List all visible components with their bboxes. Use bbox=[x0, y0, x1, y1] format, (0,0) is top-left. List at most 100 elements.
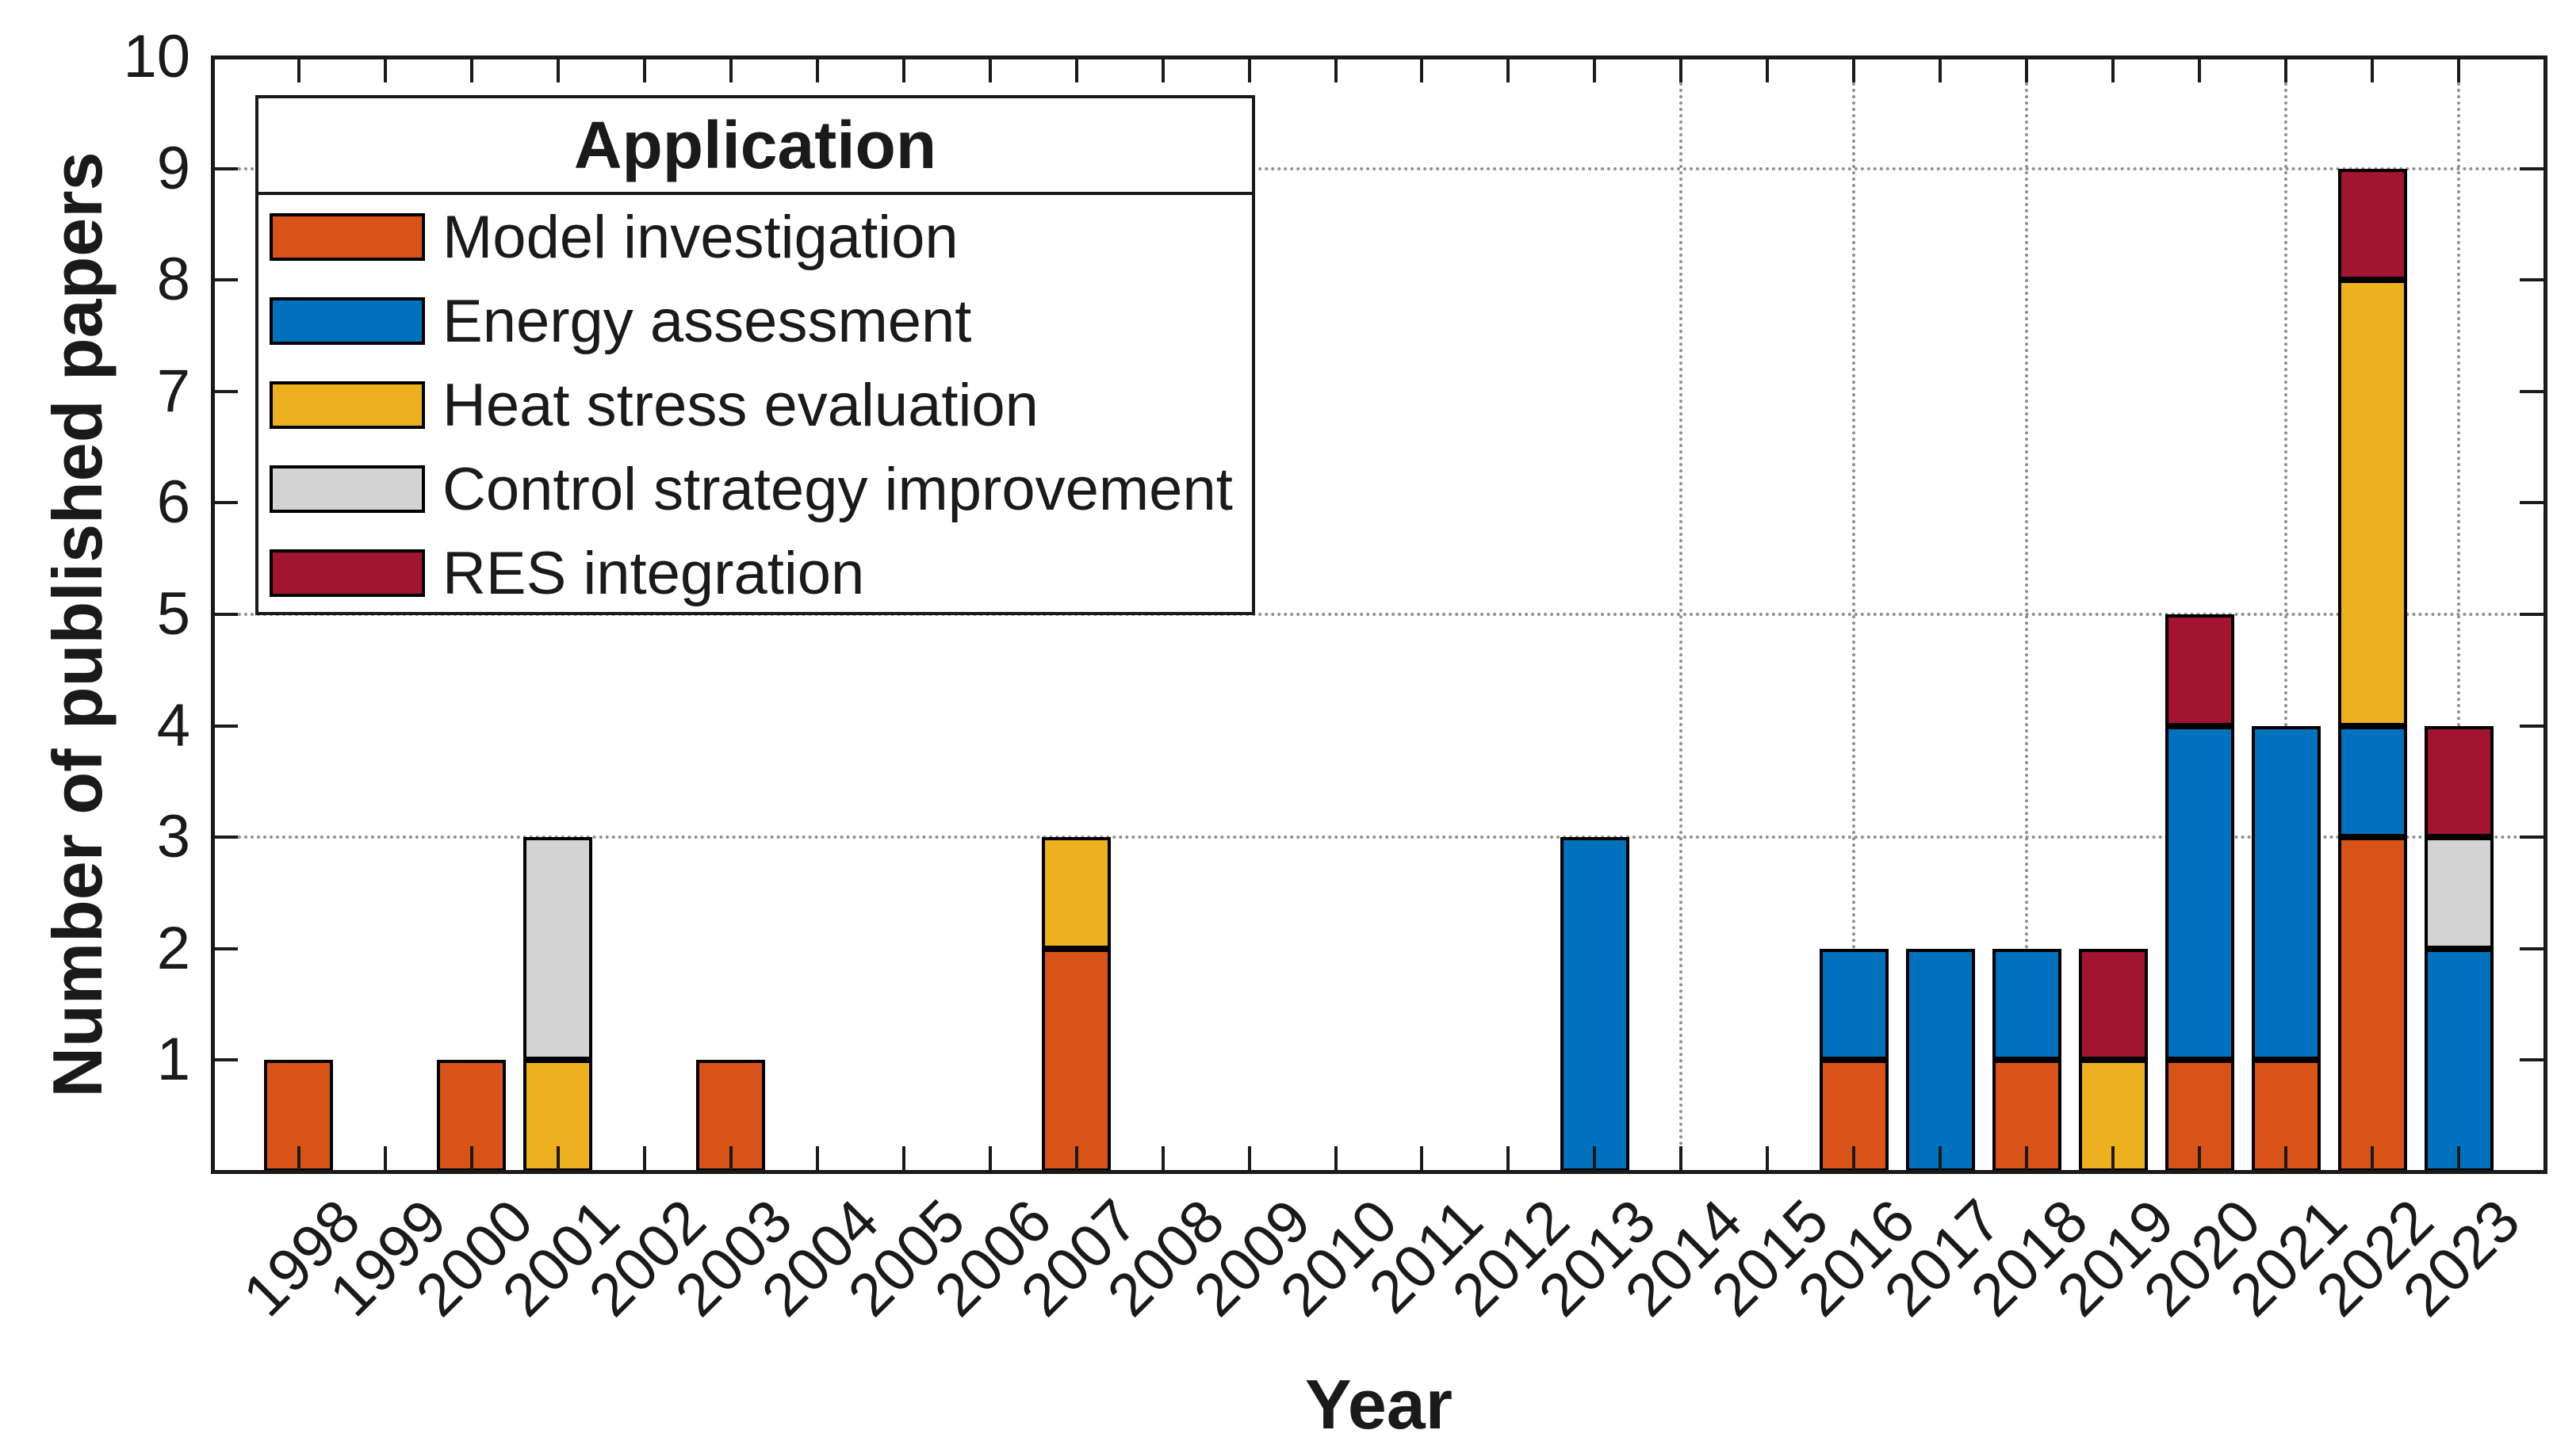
x-axis-top-tick bbox=[901, 57, 905, 82]
legend-item-label: Control strategy improvement bbox=[442, 455, 1233, 523]
legend-swatch-icon bbox=[270, 213, 425, 261]
gridline-vertical bbox=[1679, 57, 1683, 1172]
y-axis-right-tick bbox=[2520, 278, 2545, 282]
y-axis-right-tick bbox=[2520, 389, 2545, 393]
x-axis-top-tick bbox=[1852, 57, 1856, 82]
bar-segment bbox=[1992, 948, 2061, 1061]
legend-swatch-icon bbox=[270, 549, 425, 597]
x-axis-top-tick bbox=[297, 57, 300, 82]
y-tick-label: 8 bbox=[156, 246, 190, 314]
x-axis-tick bbox=[2371, 1146, 2375, 1172]
x-axis-top-tick bbox=[642, 57, 646, 82]
bar-segment bbox=[2078, 948, 2148, 1061]
x-axis-top-tick bbox=[1939, 57, 1943, 82]
x-axis-top-tick bbox=[1420, 57, 1424, 82]
bar-segment bbox=[2337, 725, 2407, 838]
legend-swatch-icon bbox=[270, 465, 425, 513]
gridline-vertical bbox=[2284, 57, 2288, 1172]
bar-segment bbox=[2165, 725, 2234, 1061]
x-axis-top-tick bbox=[1679, 57, 1683, 82]
y-tick-label: 4 bbox=[156, 691, 190, 759]
y-axis-tick bbox=[212, 389, 238, 393]
y-axis-tick bbox=[212, 501, 238, 505]
x-axis-tick bbox=[1074, 1146, 1078, 1172]
legend-row: Model investigation bbox=[258, 195, 1252, 279]
y-axis-right-tick bbox=[2520, 724, 2545, 728]
x-axis-tick bbox=[1161, 1146, 1165, 1172]
x-axis-top-tick bbox=[2111, 57, 2115, 82]
x-axis-top-tick bbox=[1334, 57, 1338, 82]
y-axis-right-tick bbox=[2520, 166, 2545, 170]
y-tick-label: 2 bbox=[156, 914, 190, 982]
bar-segment bbox=[523, 837, 593, 1061]
x-axis-tick bbox=[1247, 1146, 1251, 1172]
x-axis-tick bbox=[988, 1146, 992, 1172]
x-axis-tick bbox=[1593, 1146, 1597, 1172]
x-axis-tick bbox=[1506, 1146, 1510, 1172]
gridline-horizontal bbox=[212, 166, 2545, 170]
gridline-vertical bbox=[2025, 57, 2029, 1172]
bar-segment bbox=[1819, 948, 1889, 1061]
y-axis-tick bbox=[212, 724, 238, 728]
x-axis-top-tick bbox=[2371, 57, 2375, 82]
x-axis-top-tick bbox=[469, 57, 473, 82]
y-axis-label: Number of published papers bbox=[38, 151, 117, 1098]
y-axis-right-tick bbox=[2520, 501, 2545, 505]
bar-segment bbox=[2165, 614, 2234, 726]
x-axis-tick bbox=[556, 1146, 560, 1172]
y-axis-tick bbox=[212, 613, 238, 616]
legend-row: Control strategy improvement bbox=[258, 447, 1252, 531]
x-axis-tick bbox=[642, 1146, 646, 1172]
y-tick-label: 1 bbox=[156, 1026, 190, 1094]
legend-swatch-icon bbox=[270, 297, 425, 345]
x-axis-top-tick bbox=[2025, 57, 2029, 82]
x-axis-tick bbox=[1679, 1146, 1683, 1172]
x-axis-tick bbox=[469, 1146, 473, 1172]
x-axis-top-tick bbox=[2284, 57, 2288, 82]
x-axis-top-tick bbox=[729, 57, 733, 82]
y-axis-tick bbox=[212, 835, 238, 839]
x-axis-tick bbox=[901, 1146, 905, 1172]
bar-segment bbox=[2424, 837, 2494, 949]
legend-item-label: Energy assessment bbox=[442, 287, 972, 355]
legend: Application Model investigation Energy as… bbox=[255, 95, 1255, 615]
x-axis-tick bbox=[297, 1146, 300, 1172]
x-axis-top-tick bbox=[1247, 57, 1251, 82]
x-axis-top-tick bbox=[556, 57, 560, 82]
x-axis-tick bbox=[2111, 1146, 2115, 1172]
gridline-vertical bbox=[1852, 57, 1856, 1172]
y-axis-tick bbox=[212, 278, 238, 282]
x-axis-top-tick bbox=[988, 57, 992, 82]
x-axis-top-tick bbox=[1506, 57, 1510, 82]
x-axis-top-tick bbox=[2198, 57, 2202, 82]
y-axis-tick bbox=[212, 946, 238, 950]
y-axis-right-tick bbox=[2520, 835, 2545, 839]
gridline-horizontal bbox=[212, 835, 2545, 839]
x-axis-top-tick bbox=[1593, 57, 1597, 82]
x-axis-tick bbox=[1766, 1146, 1770, 1172]
y-tick-label: 9 bbox=[156, 134, 190, 202]
gridline-vertical bbox=[2457, 57, 2461, 1172]
x-axis-tick bbox=[1334, 1146, 1338, 1172]
x-axis-tick bbox=[1939, 1146, 1943, 1172]
legend-item-label: RES integration bbox=[442, 539, 865, 607]
x-axis-tick bbox=[1420, 1146, 1424, 1172]
x-axis-tick bbox=[2457, 1146, 2461, 1172]
x-axis-tick bbox=[2284, 1146, 2288, 1172]
legend-item-label: Heat stress evaluation bbox=[442, 371, 1039, 439]
y-axis-right-tick bbox=[2520, 613, 2545, 616]
x-axis-tick bbox=[2198, 1146, 2202, 1172]
gridline-horizontal bbox=[212, 613, 2545, 616]
bar-segment bbox=[2337, 168, 2407, 281]
x-axis-label: Year bbox=[1305, 1365, 1453, 1443]
legend-row: RES integration bbox=[258, 531, 1252, 615]
y-tick-label: 5 bbox=[156, 580, 190, 648]
bar-segment bbox=[2337, 280, 2407, 726]
y-axis-tick bbox=[212, 166, 238, 170]
y-tick-label: 7 bbox=[156, 357, 190, 425]
x-axis-top-tick bbox=[1766, 57, 1770, 82]
bar-segment bbox=[1905, 948, 1975, 1172]
legend-title: Application bbox=[258, 98, 1252, 195]
y-axis-tick bbox=[212, 1058, 238, 1062]
y-axis-right-tick bbox=[2520, 946, 2545, 950]
